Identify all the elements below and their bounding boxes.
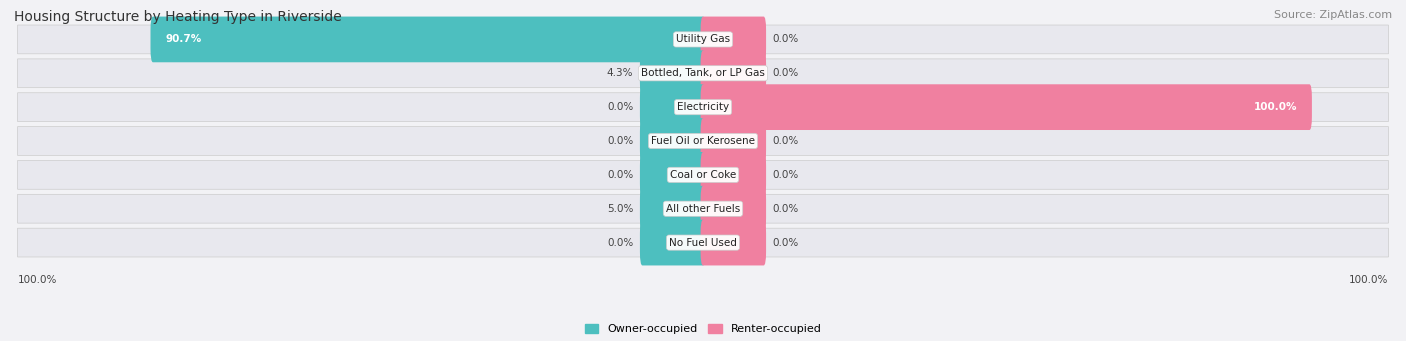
Text: Housing Structure by Heating Type in Riverside: Housing Structure by Heating Type in Riv… — [14, 10, 342, 24]
FancyBboxPatch shape — [17, 59, 1389, 88]
FancyBboxPatch shape — [640, 152, 706, 198]
Text: 90.7%: 90.7% — [165, 34, 201, 44]
FancyBboxPatch shape — [700, 84, 1312, 130]
FancyBboxPatch shape — [640, 220, 706, 265]
Text: 0.0%: 0.0% — [607, 238, 633, 248]
FancyBboxPatch shape — [150, 17, 706, 62]
Text: 0.0%: 0.0% — [773, 204, 799, 214]
Text: 100.0%: 100.0% — [18, 275, 58, 285]
Text: 100.0%: 100.0% — [1348, 275, 1388, 285]
Text: Fuel Oil or Kerosene: Fuel Oil or Kerosene — [651, 136, 755, 146]
FancyBboxPatch shape — [17, 93, 1389, 121]
Text: 0.0%: 0.0% — [773, 34, 799, 44]
Text: 0.0%: 0.0% — [607, 170, 633, 180]
FancyBboxPatch shape — [700, 50, 766, 96]
Text: 5.0%: 5.0% — [607, 204, 633, 214]
FancyBboxPatch shape — [700, 220, 766, 265]
Text: 100.0%: 100.0% — [1254, 102, 1298, 112]
Text: Utility Gas: Utility Gas — [676, 34, 730, 44]
Text: 0.0%: 0.0% — [607, 102, 633, 112]
FancyBboxPatch shape — [17, 25, 1389, 54]
Text: 0.0%: 0.0% — [773, 170, 799, 180]
FancyBboxPatch shape — [700, 186, 766, 232]
Text: 0.0%: 0.0% — [773, 136, 799, 146]
FancyBboxPatch shape — [640, 50, 706, 96]
Text: Bottled, Tank, or LP Gas: Bottled, Tank, or LP Gas — [641, 68, 765, 78]
Text: 4.3%: 4.3% — [607, 68, 633, 78]
Legend: Owner-occupied, Renter-occupied: Owner-occupied, Renter-occupied — [581, 320, 825, 339]
Text: Coal or Coke: Coal or Coke — [669, 170, 737, 180]
FancyBboxPatch shape — [17, 127, 1389, 155]
FancyBboxPatch shape — [700, 152, 766, 198]
FancyBboxPatch shape — [17, 228, 1389, 257]
FancyBboxPatch shape — [640, 186, 706, 232]
Text: 0.0%: 0.0% — [773, 238, 799, 248]
Text: Source: ZipAtlas.com: Source: ZipAtlas.com — [1274, 10, 1392, 20]
Text: No Fuel Used: No Fuel Used — [669, 238, 737, 248]
Text: 0.0%: 0.0% — [773, 68, 799, 78]
FancyBboxPatch shape — [17, 161, 1389, 189]
FancyBboxPatch shape — [640, 84, 706, 130]
Text: All other Fuels: All other Fuels — [666, 204, 740, 214]
FancyBboxPatch shape — [640, 118, 706, 164]
FancyBboxPatch shape — [700, 118, 766, 164]
FancyBboxPatch shape — [17, 194, 1389, 223]
FancyBboxPatch shape — [700, 17, 766, 62]
Text: Electricity: Electricity — [676, 102, 730, 112]
Text: 0.0%: 0.0% — [607, 136, 633, 146]
